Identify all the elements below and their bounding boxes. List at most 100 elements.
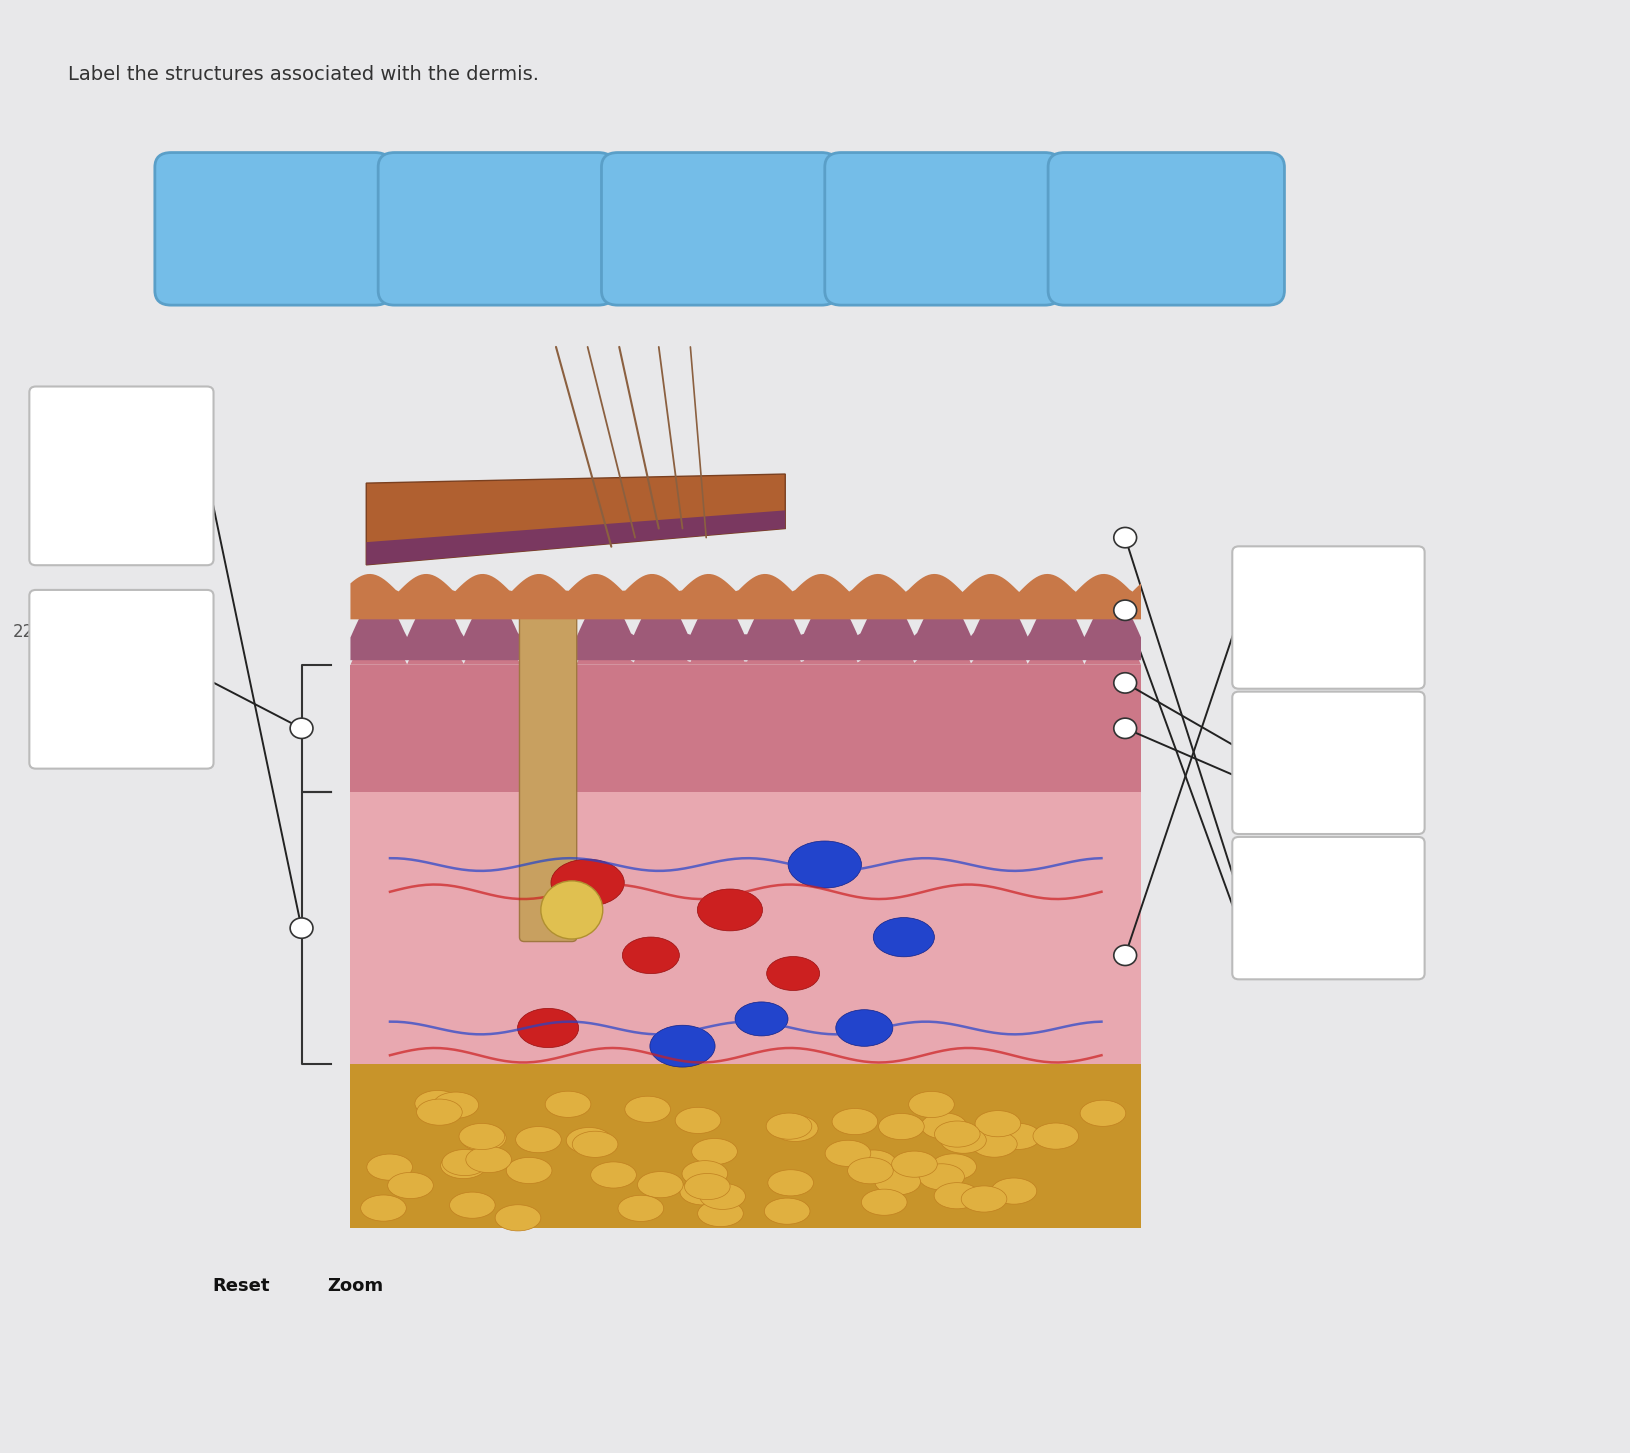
Circle shape xyxy=(1113,527,1136,548)
Ellipse shape xyxy=(879,1113,924,1139)
Ellipse shape xyxy=(440,1152,486,1178)
Polygon shape xyxy=(350,574,1141,619)
FancyBboxPatch shape xyxy=(378,153,615,305)
FancyBboxPatch shape xyxy=(601,153,838,305)
Ellipse shape xyxy=(831,1109,877,1135)
Ellipse shape xyxy=(624,1096,670,1122)
Text: Dermal
papillae: Dermal papillae xyxy=(460,209,533,248)
FancyBboxPatch shape xyxy=(1232,837,1425,979)
Text: Reticular
layer: Reticular layer xyxy=(1125,209,1208,248)
Ellipse shape xyxy=(892,1151,937,1177)
Ellipse shape xyxy=(766,1113,812,1139)
Circle shape xyxy=(1113,946,1136,965)
Text: Label the structures associated with the dermis.: Label the structures associated with the… xyxy=(68,65,540,84)
Ellipse shape xyxy=(544,1091,590,1117)
Ellipse shape xyxy=(515,1126,561,1152)
Polygon shape xyxy=(367,474,786,565)
Text: Epidermal
ridges: Epidermal ridges xyxy=(673,209,766,248)
Ellipse shape xyxy=(650,1026,716,1067)
FancyBboxPatch shape xyxy=(1048,153,1284,305)
Ellipse shape xyxy=(460,1123,505,1149)
FancyBboxPatch shape xyxy=(350,1064,1141,1228)
Polygon shape xyxy=(350,597,1141,660)
Text: Papillary layer: Papillary layer xyxy=(205,219,341,238)
Ellipse shape xyxy=(367,1154,412,1180)
Ellipse shape xyxy=(1033,1123,1079,1149)
Polygon shape xyxy=(367,510,786,565)
Ellipse shape xyxy=(934,1183,980,1209)
Ellipse shape xyxy=(934,1122,980,1148)
Text: Blood vessel: Blood vessel xyxy=(883,219,1002,238)
Ellipse shape xyxy=(975,1110,1020,1136)
Ellipse shape xyxy=(764,1199,810,1225)
FancyBboxPatch shape xyxy=(520,606,577,942)
Ellipse shape xyxy=(461,1125,507,1151)
Ellipse shape xyxy=(874,918,934,958)
Ellipse shape xyxy=(768,1170,813,1196)
FancyBboxPatch shape xyxy=(29,386,214,565)
Ellipse shape xyxy=(773,1116,818,1142)
Ellipse shape xyxy=(551,859,624,907)
Ellipse shape xyxy=(766,956,820,991)
Ellipse shape xyxy=(618,1196,663,1222)
Ellipse shape xyxy=(691,1139,737,1165)
Ellipse shape xyxy=(789,841,861,888)
Ellipse shape xyxy=(434,1093,479,1119)
Circle shape xyxy=(1113,600,1136,620)
Ellipse shape xyxy=(698,889,763,931)
Ellipse shape xyxy=(680,1178,725,1205)
Ellipse shape xyxy=(360,1194,406,1221)
Ellipse shape xyxy=(590,1162,636,1189)
Ellipse shape xyxy=(861,1189,906,1215)
FancyBboxPatch shape xyxy=(350,665,1141,792)
Ellipse shape xyxy=(417,1098,463,1125)
Ellipse shape xyxy=(991,1178,1037,1205)
Ellipse shape xyxy=(825,1141,870,1167)
Ellipse shape xyxy=(496,1205,541,1231)
FancyBboxPatch shape xyxy=(350,792,1141,1064)
Ellipse shape xyxy=(623,937,680,974)
Ellipse shape xyxy=(836,1010,893,1046)
Ellipse shape xyxy=(681,1161,727,1187)
Ellipse shape xyxy=(416,1090,461,1116)
Ellipse shape xyxy=(675,1107,720,1133)
Circle shape xyxy=(290,718,313,738)
FancyBboxPatch shape xyxy=(1232,546,1425,689)
Ellipse shape xyxy=(994,1123,1040,1149)
Ellipse shape xyxy=(971,1130,1017,1157)
Ellipse shape xyxy=(699,1183,745,1209)
Ellipse shape xyxy=(466,1146,512,1173)
Ellipse shape xyxy=(685,1174,730,1200)
Ellipse shape xyxy=(908,1091,954,1117)
Ellipse shape xyxy=(566,1128,611,1154)
Circle shape xyxy=(1113,718,1136,738)
Text: Zoom: Zoom xyxy=(328,1277,383,1295)
FancyBboxPatch shape xyxy=(155,153,391,305)
Ellipse shape xyxy=(507,1158,553,1184)
Text: Reset: Reset xyxy=(212,1277,271,1295)
Ellipse shape xyxy=(518,1008,579,1048)
Circle shape xyxy=(290,918,313,939)
Ellipse shape xyxy=(941,1128,986,1154)
Ellipse shape xyxy=(572,1132,618,1158)
Ellipse shape xyxy=(1081,1100,1126,1126)
Ellipse shape xyxy=(442,1149,487,1175)
Ellipse shape xyxy=(735,1003,787,1036)
Ellipse shape xyxy=(875,1168,921,1194)
Ellipse shape xyxy=(921,1113,967,1139)
Ellipse shape xyxy=(851,1149,896,1175)
Polygon shape xyxy=(350,623,1141,665)
FancyBboxPatch shape xyxy=(825,153,1061,305)
Ellipse shape xyxy=(450,1191,496,1218)
Ellipse shape xyxy=(698,1200,743,1226)
Ellipse shape xyxy=(637,1171,683,1197)
Ellipse shape xyxy=(848,1158,893,1184)
Circle shape xyxy=(1113,673,1136,693)
FancyBboxPatch shape xyxy=(29,590,214,769)
Ellipse shape xyxy=(962,1186,1007,1212)
Text: 22: 22 xyxy=(13,623,34,641)
Ellipse shape xyxy=(541,881,603,939)
FancyBboxPatch shape xyxy=(1232,692,1425,834)
Ellipse shape xyxy=(919,1164,965,1190)
Ellipse shape xyxy=(388,1173,434,1199)
